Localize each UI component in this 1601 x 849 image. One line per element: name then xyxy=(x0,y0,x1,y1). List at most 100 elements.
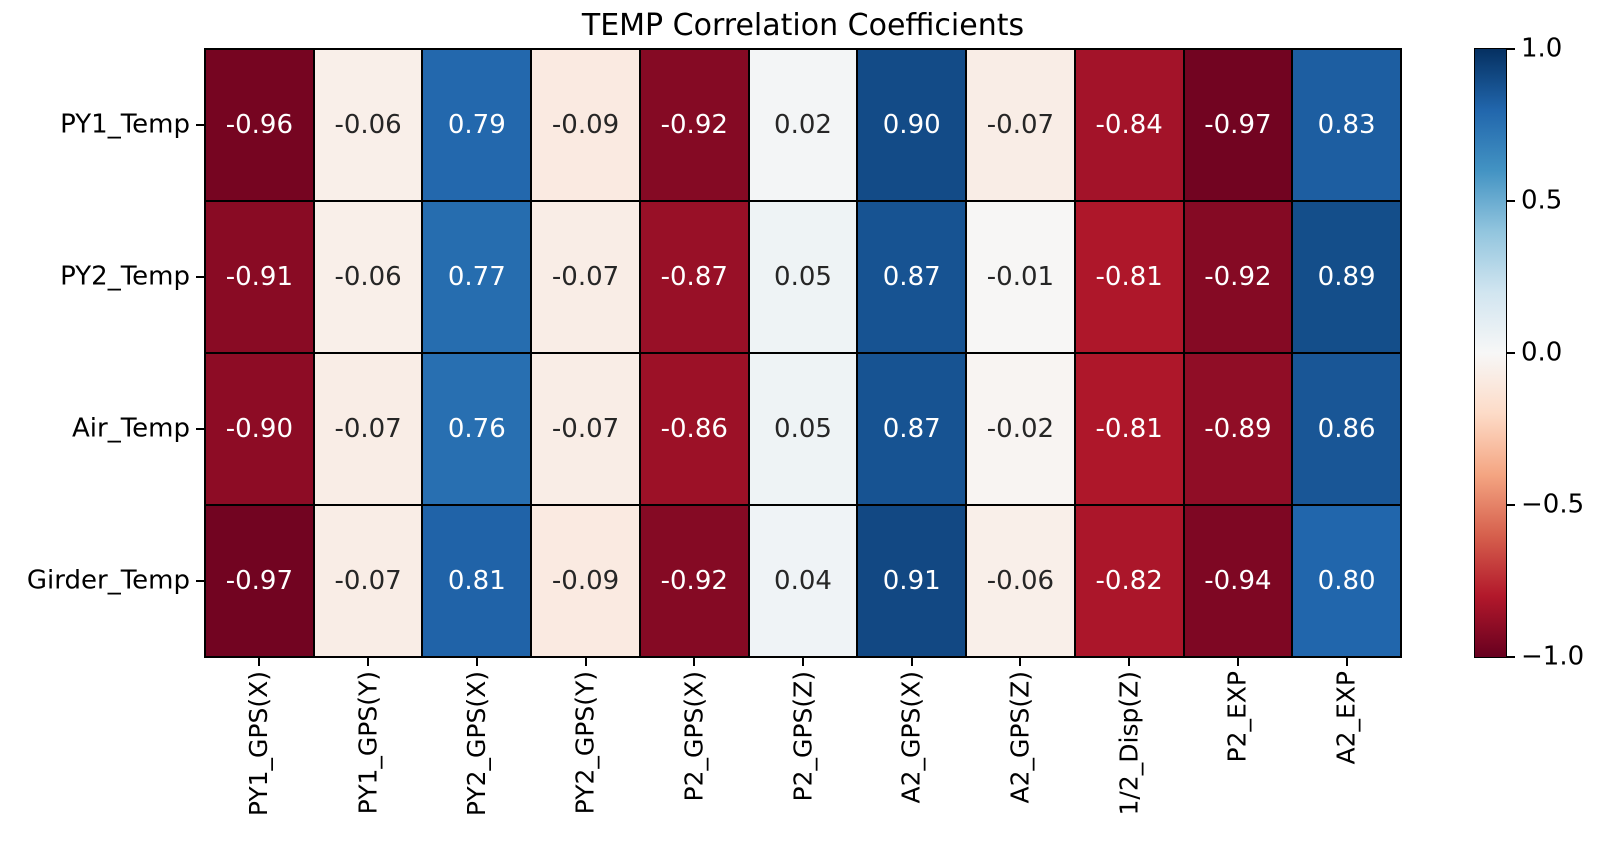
heatmap-cell: -0.02 xyxy=(966,353,1075,505)
colorbar-tick-mark xyxy=(1507,352,1515,354)
cell-value: 0.91 xyxy=(882,566,941,596)
heatmap-cell: -0.97 xyxy=(205,505,314,657)
cell-value: 0.79 xyxy=(447,110,506,140)
cell-value: -0.97 xyxy=(1204,110,1272,140)
cell-value: 0.89 xyxy=(1317,262,1376,292)
cell-value: -0.09 xyxy=(551,110,620,140)
heatmap-cell: 0.87 xyxy=(857,201,967,353)
heatmap-cell: -0.09 xyxy=(531,49,640,201)
column-label: A2_GPS(X) xyxy=(896,671,926,804)
heatmap-cell: -0.84 xyxy=(1074,49,1184,201)
cell-value: 0.86 xyxy=(1317,414,1376,444)
x-tick-mark xyxy=(475,658,478,666)
heatmap-cell: -0.06 xyxy=(313,49,423,201)
x-tick-mark xyxy=(1236,658,1239,666)
cell-value: -0.94 xyxy=(1204,566,1272,596)
heatmap-cell: 0.04 xyxy=(748,505,858,657)
y-tick-mark xyxy=(196,428,204,430)
y-tick-mark xyxy=(196,276,204,278)
column-label: 1/2_Disp(Z) xyxy=(1114,671,1144,816)
heatmap-cell: -0.81 xyxy=(1074,353,1184,505)
colorbar-tick-label: −0.5 xyxy=(1521,489,1585,520)
x-tick-mark xyxy=(1345,658,1348,666)
heatmap-cell: -0.06 xyxy=(966,505,1075,657)
heatmap-cell: -0.91 xyxy=(205,201,314,353)
heatmap-cell: -0.82 xyxy=(1074,505,1184,657)
heatmap-cell: -0.07 xyxy=(531,201,640,353)
heatmap-cell: -0.07 xyxy=(313,353,423,505)
heatmap-cell: 0.83 xyxy=(1292,49,1401,201)
heatmap-cell: -0.09 xyxy=(531,505,640,657)
cell-value: -0.91 xyxy=(225,262,293,292)
heatmap-cell: -0.92 xyxy=(639,49,749,201)
heatmap-grid: -0.96 -0.06 0.79 -0.09 -0.92 0.02 0.90 -0.07 -0.… xyxy=(204,48,1402,658)
heatmap-cell: -0.07 xyxy=(966,49,1075,201)
heatmap-cell: -0.89 xyxy=(1183,353,1293,505)
heatmap-cell: -0.87 xyxy=(639,201,749,353)
cell-value: -0.81 xyxy=(1095,414,1163,444)
x-tick-mark xyxy=(584,658,587,666)
heatmap-cell: -0.90 xyxy=(205,353,314,505)
cell-value: -0.92 xyxy=(660,566,728,596)
cell-value: -0.81 xyxy=(1095,262,1163,292)
heatmap-cell: -0.07 xyxy=(313,505,423,657)
cell-value: 0.87 xyxy=(882,414,941,444)
cell-value: 0.83 xyxy=(1317,110,1376,140)
cell-value: -0.02 xyxy=(986,414,1055,444)
colorbar-tick-label: 0.5 xyxy=(1521,185,1563,216)
cell-value: -0.92 xyxy=(1204,262,1272,292)
cell-value: -0.86 xyxy=(660,414,728,444)
cell-value: -0.07 xyxy=(334,414,402,444)
colorbar-tick-label: −1.0 xyxy=(1521,641,1585,672)
cell-value: -0.90 xyxy=(225,414,293,444)
colorbar-gradient xyxy=(1475,49,1506,657)
cell-value: 0.87 xyxy=(882,262,941,292)
heatmap-cell: -0.92 xyxy=(639,505,749,657)
heatmap-cell: -0.86 xyxy=(639,353,749,505)
colorbar-tick-mark xyxy=(1507,656,1515,658)
colorbar-tick-label: 1.0 xyxy=(1521,33,1563,64)
x-tick-mark xyxy=(693,658,696,666)
column-label: A2_EXP xyxy=(1331,671,1361,765)
column-label: P2_GPS(X) xyxy=(679,671,709,802)
column-label: PY1_GPS(Y) xyxy=(353,671,383,815)
heatmap-cell: -0.97 xyxy=(1183,49,1293,201)
column-label: PY2_GPS(Y) xyxy=(570,671,600,815)
cell-value: -0.07 xyxy=(986,110,1055,140)
heatmap-cell: 0.77 xyxy=(422,201,532,353)
heatmap-cell: -0.92 xyxy=(1183,201,1293,353)
cell-value: -0.09 xyxy=(551,566,620,596)
colorbar-tick-mark xyxy=(1507,200,1515,202)
cell-value: -0.06 xyxy=(334,110,402,140)
cell-value: -0.97 xyxy=(225,566,293,596)
heatmap-cell: 0.05 xyxy=(748,353,858,505)
cell-value: -0.84 xyxy=(1095,110,1163,140)
x-tick-mark xyxy=(258,658,261,666)
heatmap-cell: 0.86 xyxy=(1292,353,1401,505)
row-label: PY2_Temp xyxy=(60,261,190,292)
heatmap-cell: -0.81 xyxy=(1074,201,1184,353)
cell-value: -0.07 xyxy=(551,414,620,444)
column-label: PY1_GPS(X) xyxy=(244,671,274,817)
heatmap-cell: 0.81 xyxy=(422,505,532,657)
cell-value: -0.89 xyxy=(1204,414,1272,444)
cell-value: -0.82 xyxy=(1095,566,1163,596)
cell-value: 0.05 xyxy=(774,414,832,444)
heatmap-cell: 0.89 xyxy=(1292,201,1401,353)
cell-value: -0.92 xyxy=(660,110,728,140)
row-label: PY1_Temp xyxy=(60,109,190,140)
cell-value: 0.90 xyxy=(882,110,941,140)
cell-value: 0.04 xyxy=(774,566,832,596)
cell-value: -0.07 xyxy=(334,566,402,596)
heatmap-cell: 0.87 xyxy=(857,353,967,505)
row-label: Girder_Temp xyxy=(26,565,190,596)
y-tick-mark xyxy=(196,580,204,582)
column-label: P2_EXP xyxy=(1222,671,1252,763)
cell-value: 0.80 xyxy=(1317,566,1376,596)
row-label: Air_Temp xyxy=(72,413,190,444)
cell-value: -0.96 xyxy=(225,110,293,140)
chart-title: TEMP Correlation Coefficients xyxy=(581,8,1025,43)
heatmap-cell: 0.79 xyxy=(422,49,532,201)
heatmap-cell: 0.91 xyxy=(857,505,967,657)
cell-value: 0.02 xyxy=(774,110,832,140)
